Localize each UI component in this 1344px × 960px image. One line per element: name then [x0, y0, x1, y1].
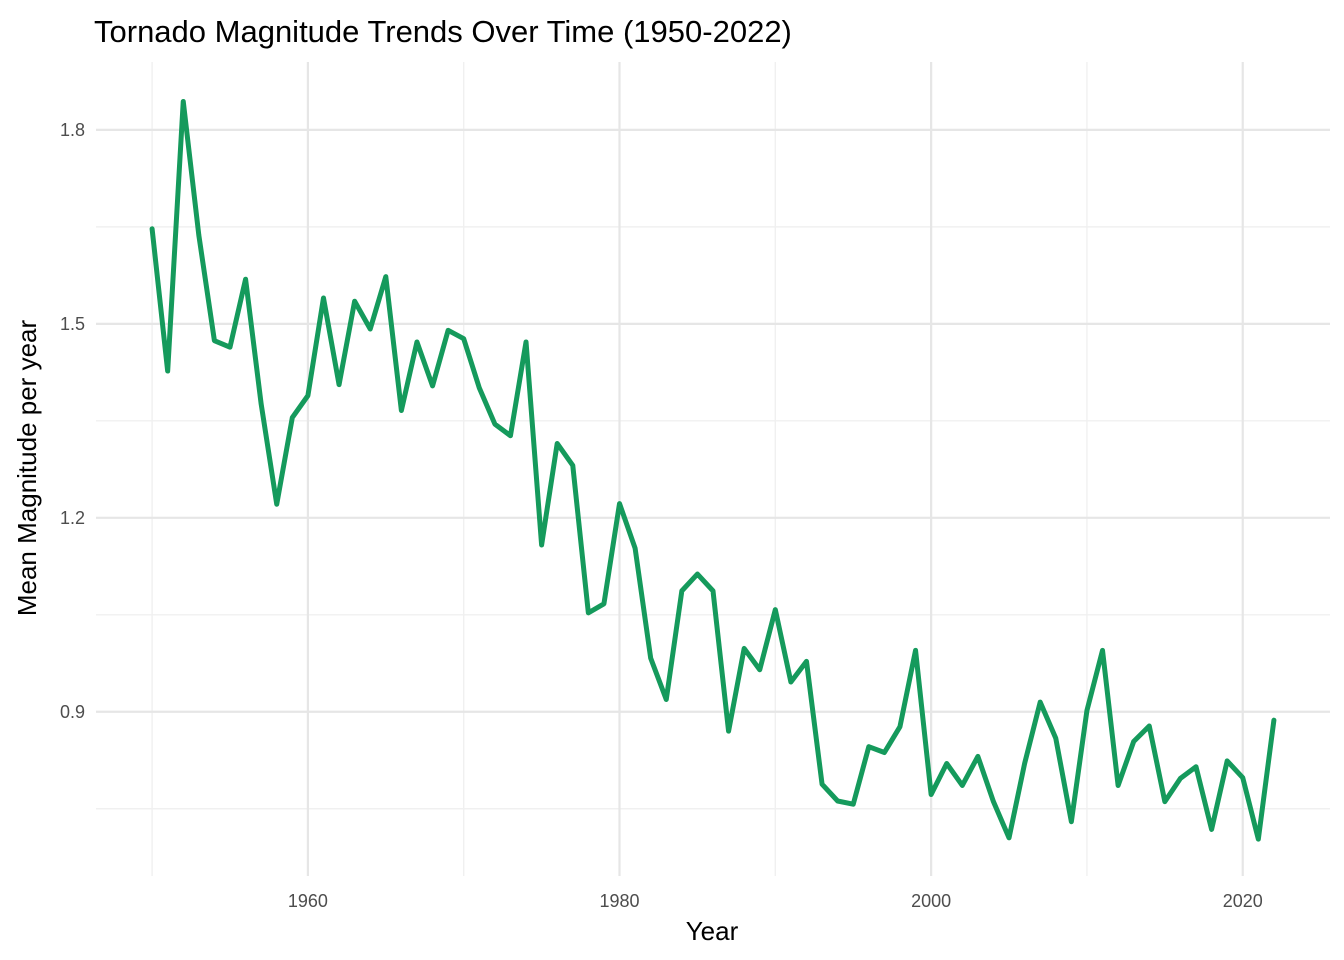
y-tick-label: 1.5	[60, 314, 85, 334]
y-tick-label: 1.2	[60, 508, 85, 528]
x-axis-tick-labels: 1960 1980 2000 2020	[288, 891, 1263, 911]
y-axis-tick-labels: 0.9 1.2 1.5 1.8	[60, 120, 85, 722]
y-tick-label: 1.8	[60, 120, 85, 140]
chart-title: Tornado Magnitude Trends Over Time (1950…	[94, 14, 792, 49]
y-tick-label: 0.9	[60, 702, 85, 722]
x-tick-label: 2020	[1223, 891, 1263, 911]
major-gridlines	[96, 62, 1330, 876]
x-tick-label: 2000	[911, 891, 951, 911]
x-axis-title: Year	[686, 916, 739, 946]
x-tick-label: 1980	[599, 891, 639, 911]
y-axis-title: Mean Magnitude per year	[12, 320, 42, 617]
series-line	[149, 98, 1277, 842]
series-layer	[149, 98, 1277, 842]
minor-gridlines	[96, 62, 1330, 876]
x-tick-label: 1960	[288, 891, 328, 911]
